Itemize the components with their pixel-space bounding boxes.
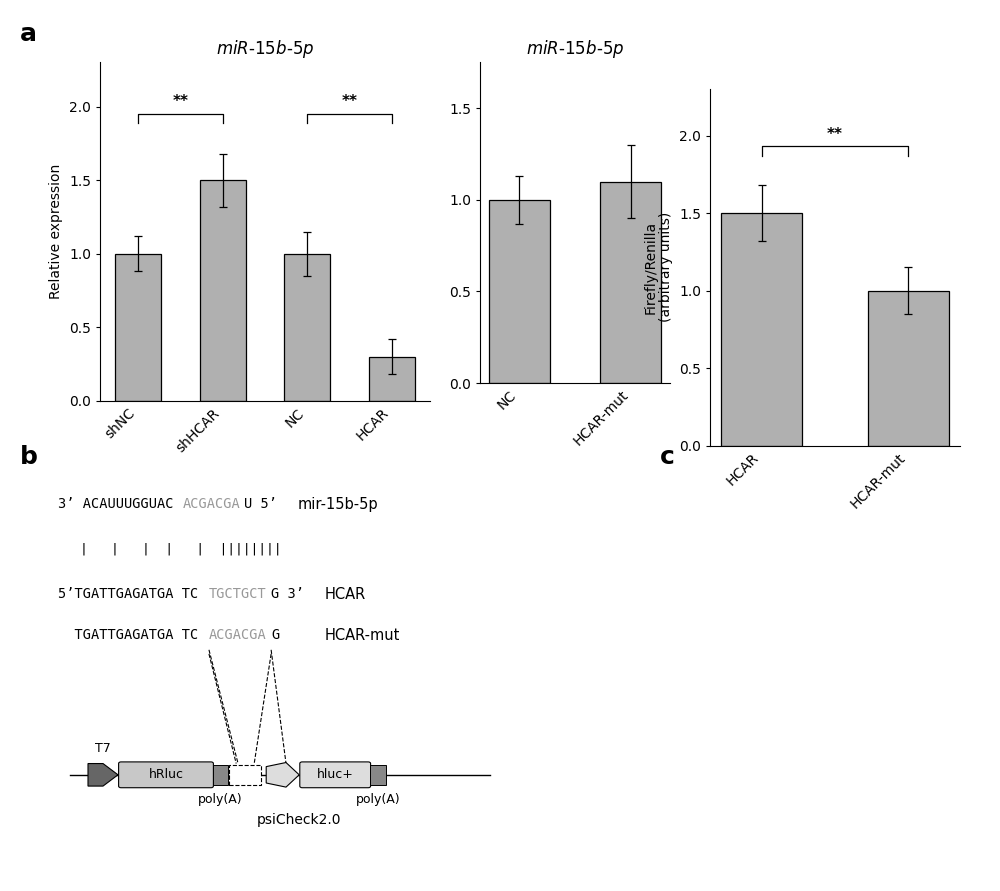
Text: hluc+: hluc+ [317,768,354,781]
Bar [721,213,802,446]
Text: psiCheck2.0: psiCheck2.0 [257,813,341,827]
Polygon shape [266,763,299,787]
Bar [115,254,161,401]
Text: **: ** [342,94,358,110]
Bar [600,182,661,383]
Text: T7: T7 [95,742,111,756]
FancyBboxPatch shape [119,762,213,788]
FancyBboxPatch shape [213,764,228,785]
Text: G 3’: G 3’ [271,587,304,601]
Text: c: c [660,446,675,470]
Text: 5’TGATTGAGATGA TC: 5’TGATTGAGATGA TC [58,587,198,601]
FancyBboxPatch shape [370,764,386,785]
Text: b: b [20,446,38,470]
Y-axis label: Firefly/Renilla
(arbitrary units): Firefly/Renilla (arbitrary units) [643,212,673,323]
Polygon shape [88,764,118,786]
Text: |   |   |  |   |  ||||||||: | | | | | |||||||| [80,543,282,556]
Text: U 5’: U 5’ [244,497,277,511]
Title: $\it{miR}$-$\it{15b}$-$\it{5p}$: $\it{miR}$-$\it{15b}$-$\it{5p}$ [526,38,624,60]
Text: a: a [20,22,37,46]
Text: mir-15b-5p: mir-15b-5p [298,497,379,511]
Text: **: ** [827,127,843,142]
Y-axis label: Relative expression: Relative expression [49,164,63,299]
Text: HCAR: HCAR [325,587,366,602]
Text: poly(A): poly(A) [198,793,243,806]
Bar [868,290,949,446]
Text: poly(A): poly(A) [355,793,400,806]
Bar [369,356,415,401]
Text: **: ** [172,94,188,110]
Text: TGATTGAGATGA TC: TGATTGAGATGA TC [58,628,198,642]
Text: TGCTGCT: TGCTGCT [209,587,267,601]
Text: 3’ ACAUUUGGUAC: 3’ ACAUUUGGUAC [58,497,174,511]
Text: ACGACGA: ACGACGA [209,628,267,642]
FancyBboxPatch shape [300,762,371,788]
Text: G: G [271,628,279,642]
Text: ACGACGA: ACGACGA [182,497,240,511]
Text: HCAR-mut: HCAR-mut [325,628,400,643]
Title: $\it{miR}$-$\it{15b}$-$\it{5p}$: $\it{miR}$-$\it{15b}$-$\it{5p}$ [216,38,314,60]
Bar [489,200,550,383]
FancyBboxPatch shape [229,764,261,785]
Bar [284,254,330,401]
Text: hRluc: hRluc [148,768,184,781]
Bar [200,180,246,401]
